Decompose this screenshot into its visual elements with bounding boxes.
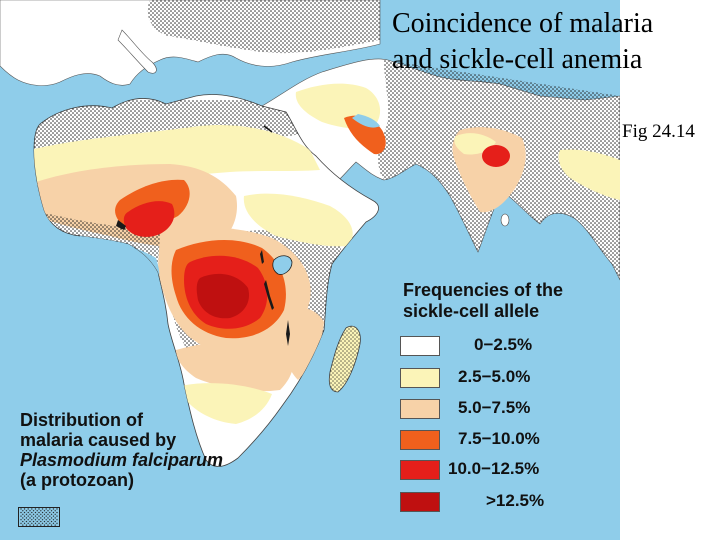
legend-swatch-4 <box>400 460 440 480</box>
malaria-line-4: (a protozoan) <box>20 470 134 490</box>
legend-entry-3: 7.5−10.0% <box>400 429 600 452</box>
malaria-pattern-swatch <box>18 507 60 527</box>
title-line-1: Coincidence of malaria <box>392 8 654 39</box>
legend-swatch-0 <box>400 336 440 356</box>
lake-victoria <box>272 255 293 275</box>
sickle-heading-line-1: Frequencies of the <box>403 280 564 300</box>
malaria-legend: Distribution of malaria caused by Plasmo… <box>20 410 223 490</box>
lake-malawi <box>286 320 290 346</box>
southern-yellow <box>180 383 272 424</box>
sri-lanka <box>500 213 510 227</box>
suez-marker <box>263 125 273 133</box>
legend-label-2: 5.0−7.5% <box>458 398 531 417</box>
india-red-spot <box>482 145 510 167</box>
lake-tanganyika <box>264 280 274 310</box>
legend-entry-2: 5.0−7.5% <box>400 398 600 421</box>
central-darkred <box>196 273 250 319</box>
italy-landmass <box>117 29 157 74</box>
europe-stipple <box>147 0 380 54</box>
southeast-asia-yellow <box>558 149 620 200</box>
figure-label: Fig 24.14 <box>622 121 695 142</box>
west-red <box>123 201 175 237</box>
legend-label-3: 7.5−10.0% <box>458 429 540 448</box>
malaria-line-2: malaria caused by <box>20 430 177 450</box>
lake-volta <box>116 220 126 230</box>
map <box>0 0 620 540</box>
persian-gulf <box>352 114 380 128</box>
legend-entry-5: >12.5% <box>400 491 600 514</box>
malaria-line-1: Distribution of <box>20 410 143 430</box>
madagascar-stipple <box>329 326 361 392</box>
title: Coincidence of malaria and sickle-cell a… <box>392 6 712 78</box>
legend-label-1: 2.5−5.0% <box>458 367 531 386</box>
legend-swatch-2 <box>400 399 440 419</box>
sickle-cell-legend-heading: Frequencies of the sickle-cell allele <box>403 280 563 322</box>
legend-swatch-5 <box>400 492 440 512</box>
legend-swatch-1 <box>400 368 440 388</box>
lake-albert <box>260 250 264 264</box>
southern-tan <box>176 341 294 392</box>
legend-label-0: 0−2.5% <box>474 335 533 354</box>
malaria-line-3: Plasmodium falciparum <box>20 450 224 470</box>
east-africa-yellow <box>243 193 353 247</box>
legend-swatch-3 <box>400 430 440 450</box>
sickle-heading-line-2: sickle-cell allele <box>403 301 540 321</box>
legend-entry-4: 10.0−12.5% <box>400 459 600 482</box>
legend-label-5: >12.5% <box>486 491 545 510</box>
mozambique-tan <box>282 307 324 380</box>
legend-entry-0: 0−2.5% <box>400 335 600 358</box>
legend-label-4: 10.0−12.5% <box>448 459 540 478</box>
title-line-2: and sickle-cell anemia <box>392 44 643 75</box>
legend-entry-1: 2.5−5.0% <box>400 367 600 390</box>
